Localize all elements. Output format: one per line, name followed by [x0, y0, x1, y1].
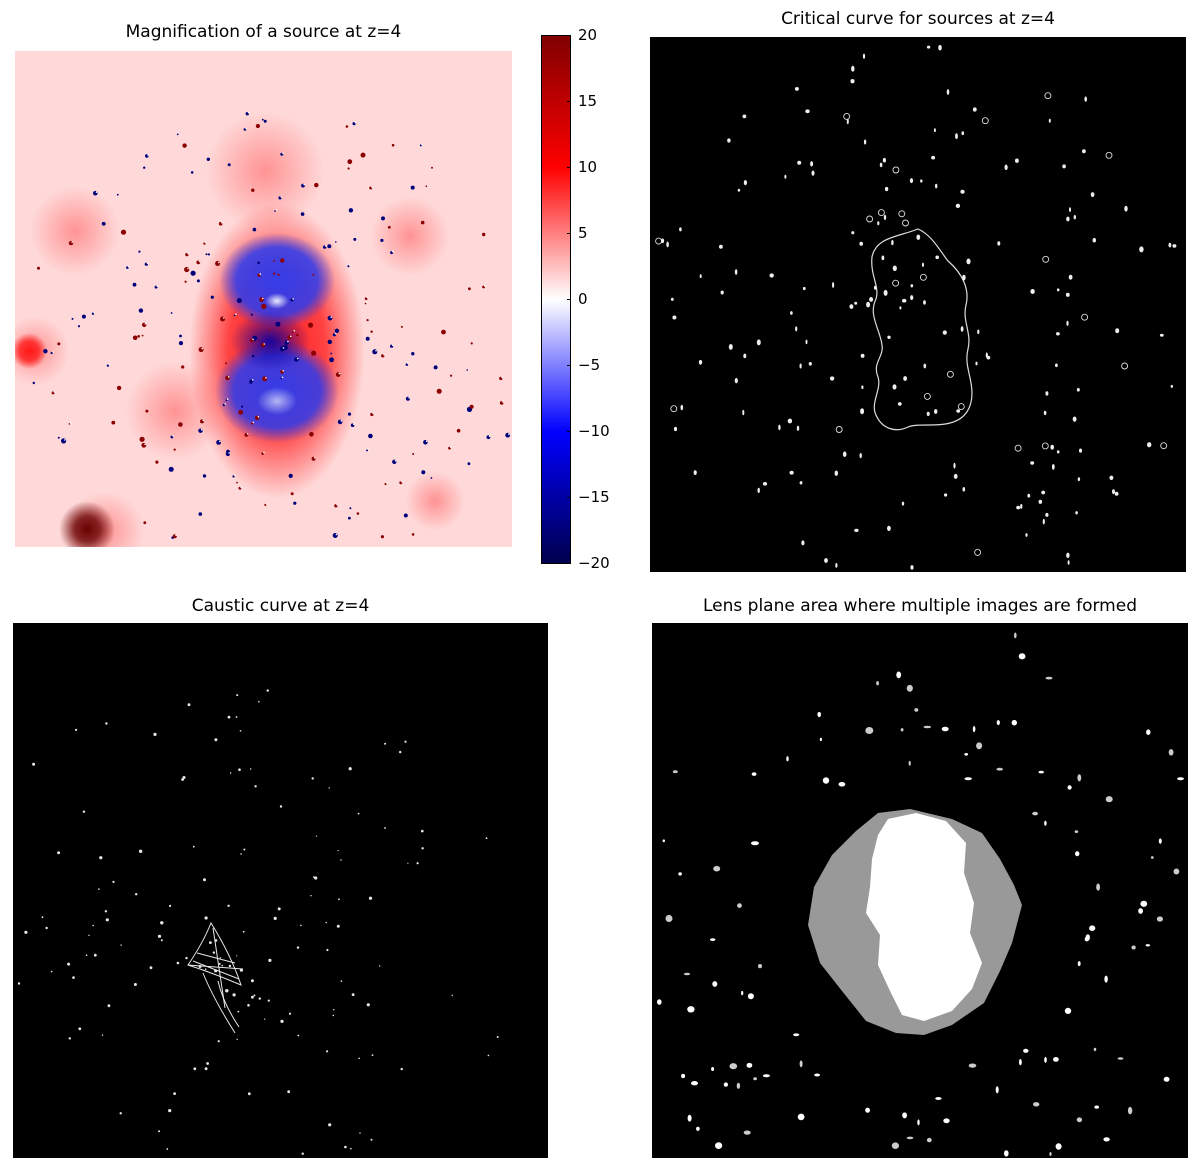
- magnification-map: [15, 51, 512, 547]
- colorbar-tick-label: −5: [578, 356, 601, 374]
- critical-curve-line: [871, 228, 973, 431]
- critical-curve-background: [650, 37, 1186, 572]
- colorbar-tick-label: −10: [578, 422, 610, 440]
- caustic-curve-line: [202, 972, 240, 1034]
- caustic-curve-line: [187, 921, 242, 986]
- critical-curve-title: Critical curve for sources at z=4: [781, 9, 1055, 29]
- magnification-title: Magnification of a source at z=4: [125, 22, 402, 42]
- caustic-curve-map: [13, 623, 548, 1158]
- caustic-curve-title: Caustic curve at z=4: [191, 596, 370, 616]
- colorbar-tick-label: −15: [578, 488, 610, 506]
- caustic-curve-background: [13, 623, 548, 1158]
- colorbar-tick-label: 0: [578, 290, 588, 308]
- colorbar-tick-label: −20: [578, 554, 610, 572]
- colorbar-tick-label: 20: [578, 26, 598, 44]
- colorbar-tick-label: 15: [578, 92, 598, 110]
- critical-curve-map: [650, 37, 1186, 572]
- colorbar-tick-label: 10: [578, 158, 598, 176]
- multiple-images-title: Lens plane area where multiple images ar…: [703, 596, 1137, 616]
- multiple-images-map: [652, 623, 1188, 1158]
- magnification-colorbar: [541, 35, 571, 564]
- colorbar-tick-label: 5: [578, 224, 588, 242]
- multiple-image-inner-region: [866, 813, 982, 1021]
